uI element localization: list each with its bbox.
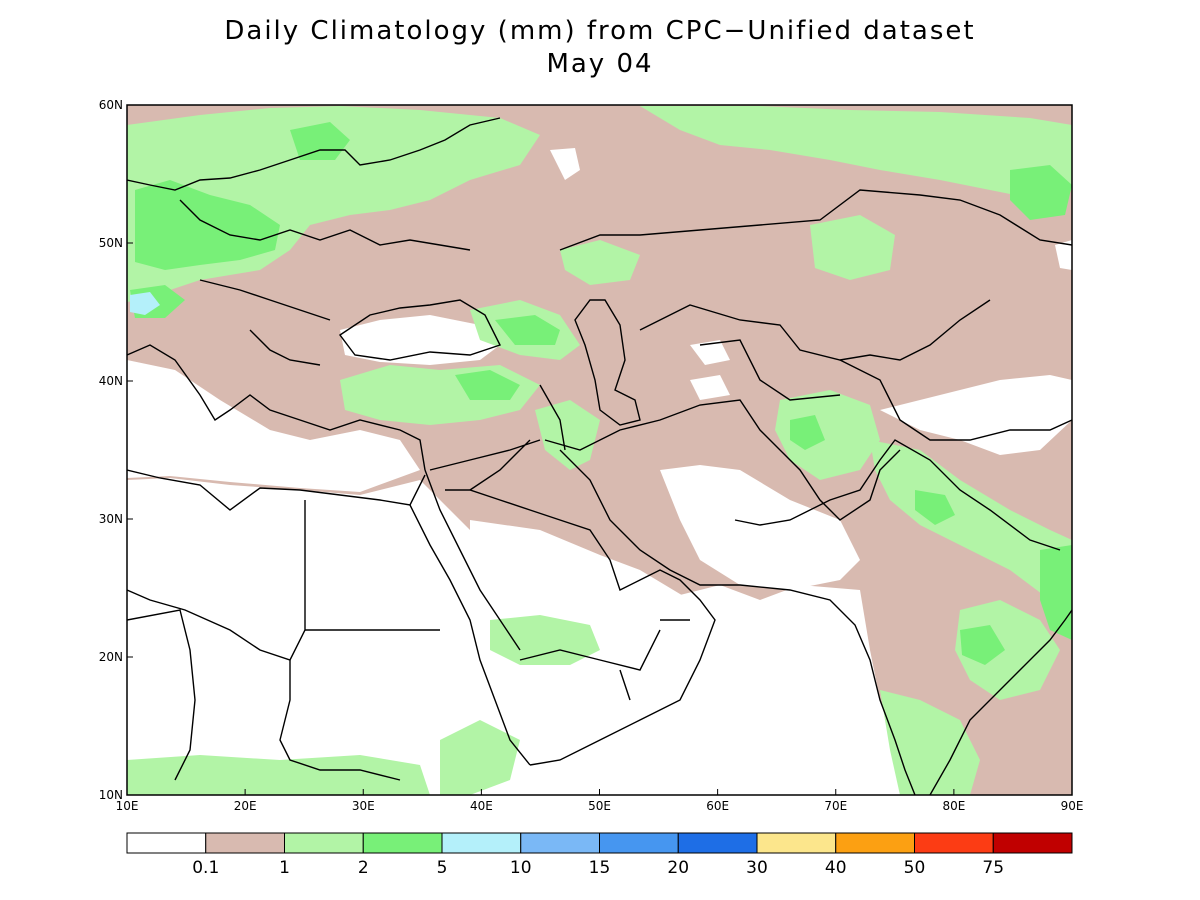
colorbar-label: 2 <box>358 858 369 878</box>
colorbar-label: 1 <box>279 858 290 878</box>
colorbar-swatch <box>284 832 364 854</box>
colorbar-swatch <box>362 832 443 854</box>
field-dry-china-east <box>1055 240 1072 270</box>
lon-tick-label: 10E <box>116 799 139 813</box>
coast-gulf <box>559 449 916 795</box>
lon-tick-label: 90E <box>1061 799 1084 813</box>
colorbar-label: 15 <box>589 858 611 878</box>
field-dry-pakistan <box>660 465 860 590</box>
colorbar-label: 10 <box>510 858 532 878</box>
map-title: Daily Climatology (mm) from CPC−Unified … <box>224 16 976 46</box>
field-dry-blacksea <box>340 315 500 365</box>
coast-india-east <box>929 609 1072 795</box>
field-moderate-sahel <box>127 755 430 795</box>
field-moderate-iran-west <box>535 400 600 470</box>
field-moderate-siberia <box>810 215 895 280</box>
coastlines-borders <box>127 117 1072 795</box>
colorbar-label: 40 <box>825 858 847 878</box>
colorbar-label: 50 <box>904 858 926 878</box>
lon-tick-label: 50E <box>588 799 611 813</box>
lat-tick-label: 10N <box>99 788 123 802</box>
colorbar-swatch <box>441 832 522 854</box>
lon-tick-label: 40E <box>470 799 493 813</box>
lon-tick-label: 70E <box>824 799 847 813</box>
field-moderate-kazakh <box>560 240 640 285</box>
border-russia-kazakh <box>559 189 1072 251</box>
lon-tick-label: 60E <box>706 799 729 813</box>
field-moderate-hindukush <box>775 390 880 480</box>
field-dry-tibet <box>880 375 1072 455</box>
lon-tick-label: 30E <box>352 799 375 813</box>
field-very-wet-adriatic <box>130 292 160 315</box>
colorbar-swatch <box>835 832 915 854</box>
colorbar-swatch <box>756 832 837 854</box>
precipitation-field <box>127 105 1072 795</box>
field-dry-north <box>550 148 580 180</box>
field-wet-east-turkey <box>455 370 520 400</box>
coast-europe-north <box>127 117 501 191</box>
coast-arabia <box>445 489 716 766</box>
colorbar-label: 20 <box>667 858 689 878</box>
border-africa-east <box>279 629 440 781</box>
field-dry-mediterranean <box>127 360 420 492</box>
latitude-axis: 10N 20N 30N 40N 50N 60N <box>99 98 133 802</box>
field-moderate-yemen <box>440 720 520 795</box>
border-europe-internal <box>179 199 471 366</box>
field-dry-kazakh <box>690 375 730 400</box>
lon-tick-label: 80E <box>942 799 965 813</box>
field-wet-centraleurope <box>135 180 280 270</box>
map-date-subtitle: May 04 <box>546 49 654 79</box>
lat-tick-label: 50N <box>99 236 123 250</box>
field-dry-aral <box>690 340 730 365</box>
colorbar-label: 30 <box>746 858 768 878</box>
longitude-axis: 10E 20E 30E 40E 50E 60E 70E 80E 90E <box>116 789 1084 813</box>
field-wet-bengal <box>1040 545 1072 640</box>
field-wet-india-central <box>960 625 1005 665</box>
colorbar-swatch <box>205 832 285 854</box>
coast-redsea <box>409 469 531 766</box>
field-moderate-india <box>955 600 1060 700</box>
colorbar-swatch <box>992 832 1073 854</box>
field-moderate-north <box>640 106 1072 200</box>
colorbar-label: 5 <box>437 858 448 878</box>
border-iran-afghan <box>544 399 901 521</box>
border-pakistan-india <box>734 439 1061 551</box>
lat-tick-label: 20N <box>99 650 123 664</box>
coast-blacksea <box>338 299 501 361</box>
field-wet-georgia <box>495 315 560 345</box>
lat-tick-label: 40N <box>99 374 123 388</box>
lat-tick-label: 60N <box>99 98 123 112</box>
border-china <box>839 359 1072 441</box>
border-arabia-internal <box>519 619 690 701</box>
precipitation-colorbar: 0.1 1 2 5 10 15 20 30 40 50 75 <box>126 832 1073 878</box>
colorbar-swatch <box>677 832 758 854</box>
field-wet-afghan <box>790 415 825 450</box>
field-wet-nepal <box>915 490 955 525</box>
coast-africa-north <box>127 469 426 511</box>
lon-tick-label: 20E <box>234 799 257 813</box>
colorbar-swatch <box>914 832 994 854</box>
border-africa-west <box>127 500 306 781</box>
field-wet-siberia <box>1010 165 1072 220</box>
coast-mediterranean-north <box>127 344 426 471</box>
colorbar-label: 75 <box>982 858 1004 878</box>
colorbar-swatch <box>599 832 679 854</box>
colorbar-swatch <box>520 832 600 854</box>
border-middleeast <box>429 384 566 491</box>
colorbar-label: 0.1 <box>192 858 219 878</box>
lat-tick-label: 30N <box>99 512 123 526</box>
colorbar-swatch <box>126 832 207 854</box>
coast-caspian <box>574 299 641 426</box>
field-moderate-himalaya <box>870 440 1072 620</box>
